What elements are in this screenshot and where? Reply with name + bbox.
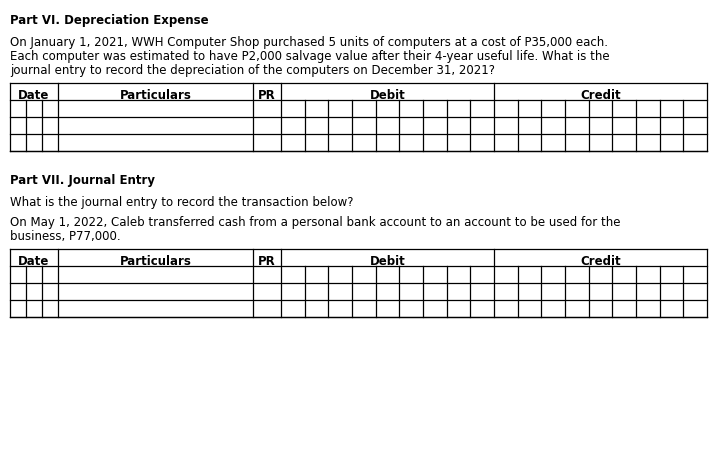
- Text: Debit: Debit: [370, 89, 405, 102]
- Text: Part VII. Journal Entry: Part VII. Journal Entry: [10, 174, 155, 187]
- Bar: [10, 250, 707, 317]
- Text: PR: PR: [258, 89, 276, 102]
- Text: Each computer was estimated to have P2,000 salvage value after their 4-year usef: Each computer was estimated to have P2,0…: [10, 50, 609, 63]
- Text: Part VI. Depreciation Expense: Part VI. Depreciation Expense: [10, 14, 209, 27]
- Text: PR: PR: [258, 255, 276, 268]
- Text: On May 1, 2022, Caleb transferred cash from a personal bank account to an accoun: On May 1, 2022, Caleb transferred cash f…: [10, 216, 620, 229]
- Text: Credit: Credit: [580, 255, 621, 268]
- Text: On January 1, 2021, WWH Computer Shop purchased 5 units of computers at a cost o: On January 1, 2021, WWH Computer Shop pu…: [10, 36, 608, 49]
- Text: Particulars: Particulars: [120, 89, 191, 102]
- Text: What is the journal entry to record the transaction below?: What is the journal entry to record the …: [10, 195, 353, 208]
- Text: Debit: Debit: [370, 255, 405, 268]
- Bar: [10, 84, 707, 152]
- Text: journal entry to record the depreciation of the computers on December 31, 2021?: journal entry to record the depreciation…: [10, 64, 495, 77]
- Text: business, P77,000.: business, P77,000.: [10, 230, 120, 243]
- Text: Date: Date: [19, 89, 49, 102]
- Text: Date: Date: [19, 255, 49, 268]
- Text: Credit: Credit: [580, 89, 621, 102]
- Text: Particulars: Particulars: [120, 255, 191, 268]
